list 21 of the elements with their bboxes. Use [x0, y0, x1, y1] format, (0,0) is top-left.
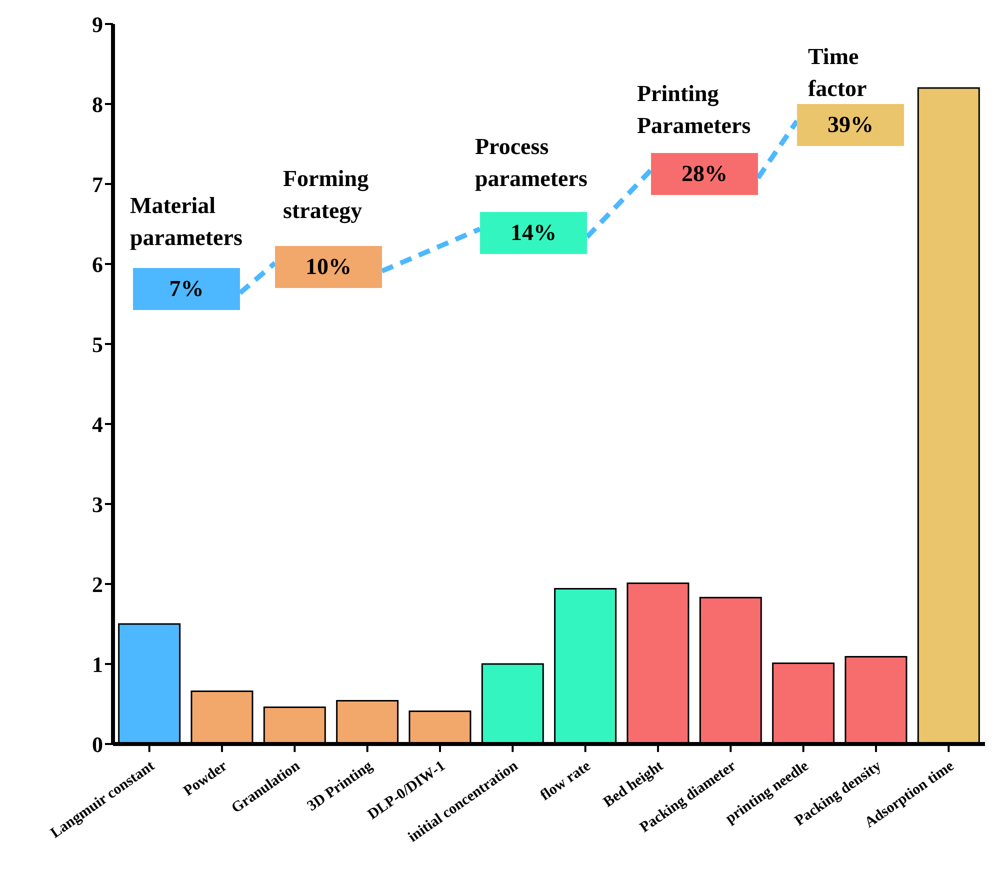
- annotation: Time factor: [808, 43, 868, 103]
- annotation: Process parameters: [475, 133, 588, 193]
- annotation: 7%: [133, 268, 240, 310]
- y-tick-label: 3: [92, 492, 103, 517]
- annotation: Printing Parameters: [637, 80, 752, 140]
- annotation: 14%: [480, 212, 587, 254]
- annotation: 28%: [651, 153, 758, 195]
- x-tick-label: flow rate: [538, 758, 594, 804]
- annotation: 10%: [275, 246, 382, 288]
- y-tick-label: 9: [92, 12, 103, 37]
- y-tick-label: 0: [92, 732, 103, 757]
- y-tick-label: 1: [92, 652, 103, 677]
- y-tick-label: 2: [92, 572, 103, 597]
- y-tick-label: 8: [92, 92, 103, 117]
- y-tick-label: 5: [92, 332, 103, 357]
- annotation: Material parameters: [130, 192, 244, 252]
- annotation: 39%: [797, 104, 904, 146]
- y-tick-label: 4: [92, 412, 103, 437]
- y-tick-label: 7: [92, 172, 103, 197]
- annotation: Forming strategy: [283, 165, 370, 226]
- y-tick-label: 6: [92, 252, 103, 277]
